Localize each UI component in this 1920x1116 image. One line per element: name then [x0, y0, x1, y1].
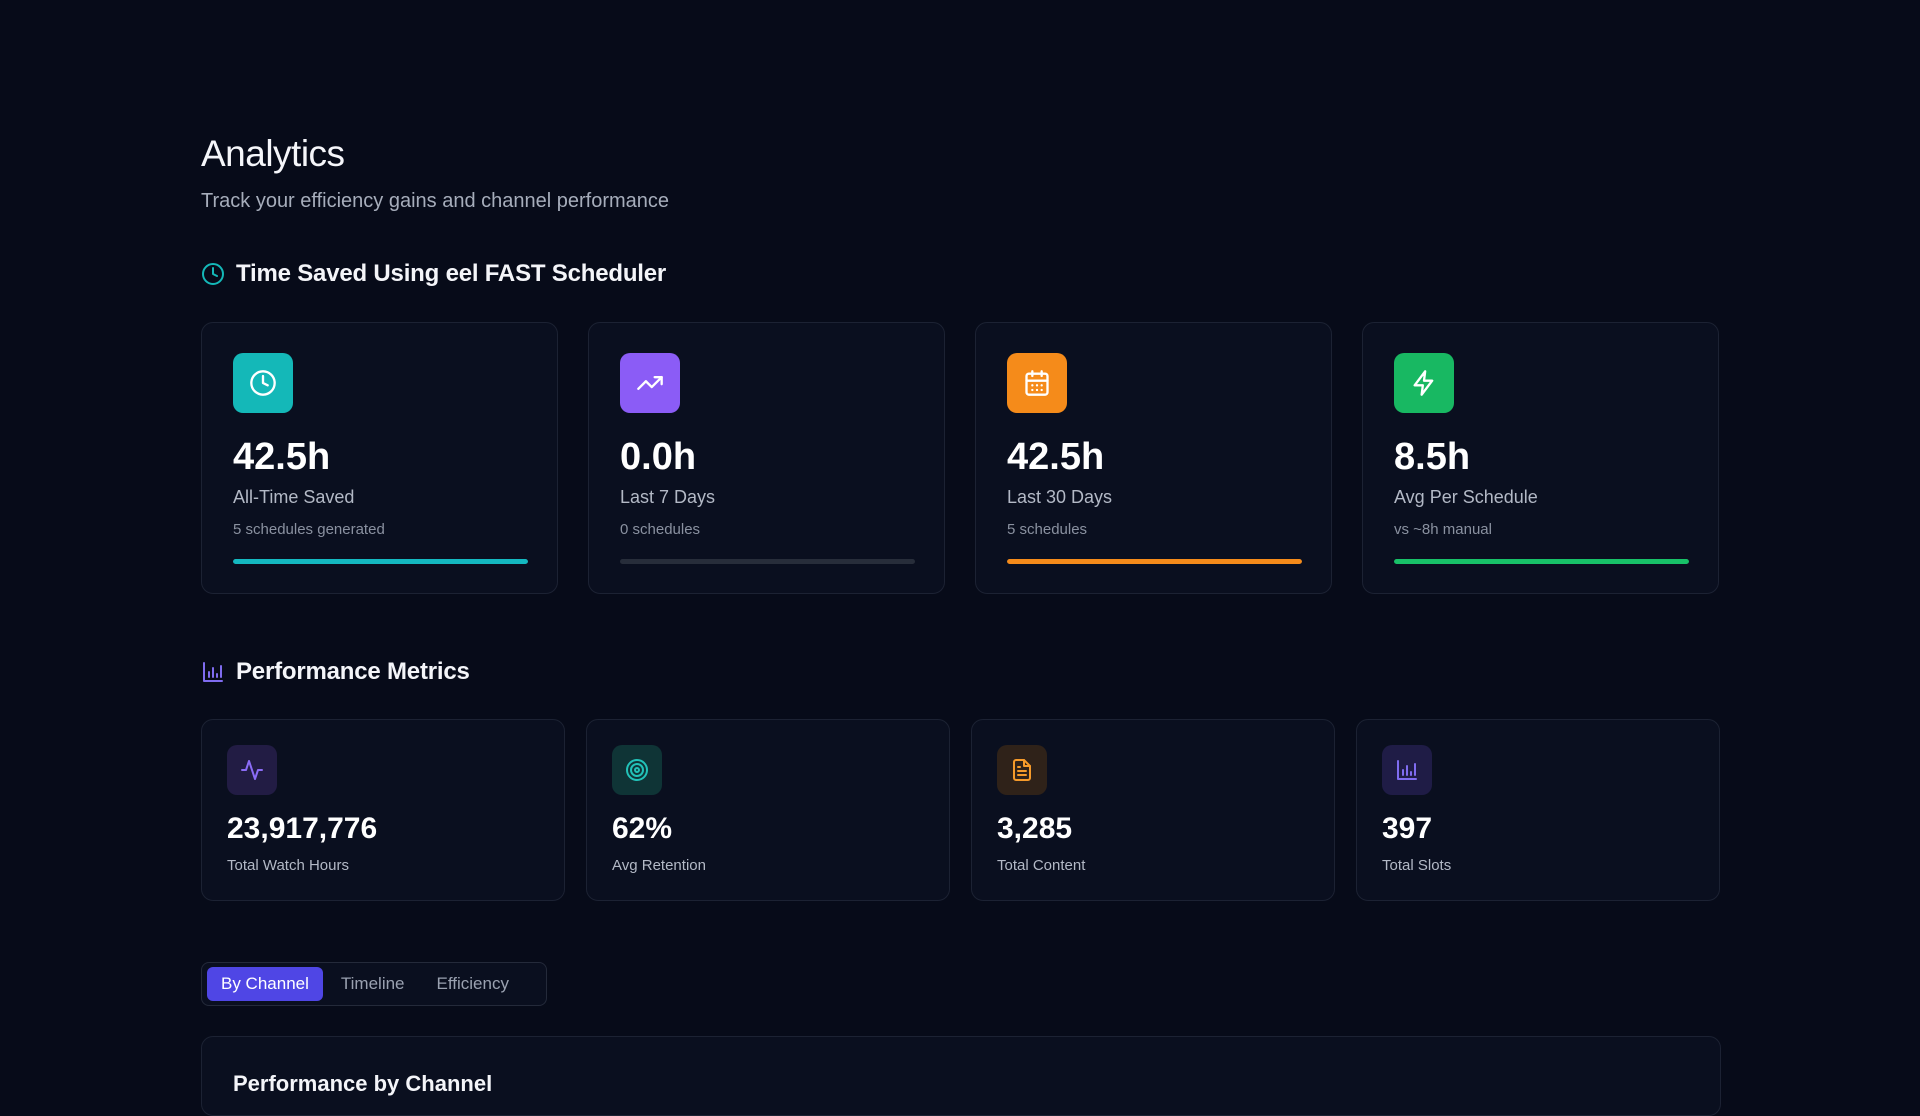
progress-bar	[1394, 559, 1689, 564]
card-label: Last 7 Days	[620, 487, 716, 507]
tab-timeline[interactable]: Timeline	[340, 974, 405, 993]
tab-by-channel[interactable]: By Channel	[207, 967, 323, 1001]
total-content-card: 3,285 Total Content	[971, 719, 1335, 901]
lightning-icon	[1394, 353, 1454, 413]
metric-value: 397	[1382, 812, 1433, 845]
avg-per-schedule-card: 8.5h Avg Per Schedule vs ~8h manual	[1362, 322, 1719, 594]
page-title: Analytics	[201, 133, 345, 174]
time-saved-cards: 42.5h All-Time Saved 5 schedules generat…	[201, 322, 1721, 594]
activity-icon	[227, 745, 277, 795]
progress-bar	[620, 559, 915, 564]
time-saved-title: Time Saved Using eel FAST Scheduler	[236, 260, 667, 287]
clock-icon	[201, 262, 225, 286]
last-30-days-card: 42.5h Last 30 Days 5 schedules	[975, 322, 1332, 594]
page-subtitle: Track your efficiency gains and channel …	[201, 190, 670, 212]
card-subtext: 5 schedules	[1007, 521, 1088, 538]
document-icon	[997, 745, 1047, 795]
bar-chart-icon	[201, 660, 225, 684]
calendar-icon	[1007, 353, 1067, 413]
metric-label: Total Content	[997, 857, 1086, 874]
clock-icon	[233, 353, 293, 413]
analytics-tabs: By Channel Timeline Efficiency	[201, 962, 547, 1006]
metric-value: 3,285	[997, 812, 1073, 845]
channel-performance-panel: Performance by Channel	[201, 1036, 1721, 1116]
card-label: Avg Per Schedule	[1394, 487, 1538, 507]
progress-bar	[1007, 559, 1302, 564]
target-icon	[612, 745, 662, 795]
last-7-days-card: 0.0h Last 7 Days 0 schedules	[588, 322, 945, 594]
total-slots-card: 397 Total Slots	[1356, 719, 1720, 901]
metric-label: Total Slots	[1382, 857, 1452, 874]
card-label: Last 30 Days	[1007, 487, 1113, 507]
performance-title: Performance Metrics	[236, 658, 470, 685]
card-subtext: 0 schedules	[620, 521, 701, 538]
avg-retention-card: 62% Avg Retention	[586, 719, 950, 901]
card-label: All-Time Saved	[233, 487, 355, 507]
metric-label: Total Watch Hours	[227, 857, 349, 874]
analytics-page: Analytics Track your efficiency gains an…	[201, 0, 1721, 1116]
card-value: 42.5h	[233, 436, 331, 478]
metric-value: 23,917,776	[227, 812, 378, 845]
performance-cards: 23,917,776 Total Watch Hours 62% Avg Ret…	[201, 719, 1721, 901]
tab-efficiency[interactable]: Efficiency	[436, 974, 509, 993]
progress-bar	[233, 559, 528, 564]
progress-fill	[1007, 559, 1302, 564]
card-subtext: 5 schedules generated	[233, 521, 385, 538]
card-subtext: vs ~8h manual	[1394, 521, 1492, 538]
progress-fill	[233, 559, 528, 564]
total-watch-hours-card: 23,917,776 Total Watch Hours	[201, 719, 565, 901]
performance-heading: Performance Metrics	[201, 658, 470, 686]
metric-value: 62%	[612, 812, 673, 845]
trending-up-icon	[620, 353, 680, 413]
time-saved-heading: Time Saved Using eel FAST Scheduler	[201, 260, 666, 288]
card-value: 42.5h	[1007, 436, 1105, 478]
metric-label: Avg Retention	[612, 857, 706, 874]
channel-panel-title: Performance by Channel	[233, 1071, 493, 1096]
all-time-saved-card: 42.5h All-Time Saved 5 schedules generat…	[201, 322, 558, 594]
bar-chart-icon	[1382, 745, 1432, 795]
card-value: 8.5h	[1394, 436, 1471, 478]
card-value: 0.0h	[620, 436, 697, 478]
progress-fill	[1394, 559, 1689, 564]
